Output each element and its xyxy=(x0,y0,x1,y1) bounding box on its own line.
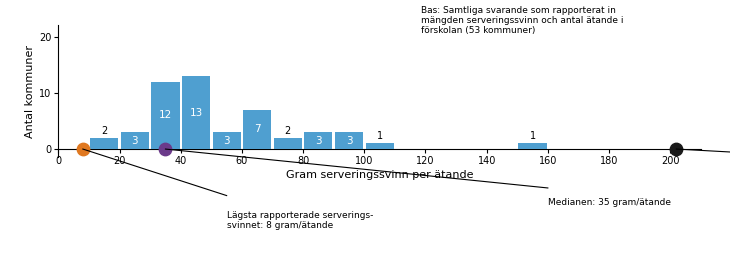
Text: 3: 3 xyxy=(223,136,230,146)
Bar xyxy=(182,76,210,149)
Text: 2: 2 xyxy=(285,125,291,136)
Bar xyxy=(120,132,149,149)
Point xyxy=(77,147,89,151)
Text: Lägsta rapporterade serverings-
svinnet: 8 gram/ätande: Lägsta rapporterade serverings- svinnet:… xyxy=(226,211,373,230)
Bar xyxy=(274,138,302,149)
Text: 1: 1 xyxy=(529,131,536,141)
X-axis label: Gram serveringssvinn per ätande: Gram serveringssvinn per ätande xyxy=(286,170,473,180)
Bar xyxy=(212,132,241,149)
Text: 13: 13 xyxy=(189,107,203,118)
Text: 12: 12 xyxy=(159,110,172,120)
Point xyxy=(670,147,682,151)
Text: 1: 1 xyxy=(377,131,383,141)
Text: 2: 2 xyxy=(101,125,107,136)
Bar xyxy=(518,144,547,149)
Bar xyxy=(304,132,332,149)
Bar xyxy=(91,138,118,149)
Text: 3: 3 xyxy=(315,136,322,146)
Text: Medianen: 35 gram/ätande: Medianen: 35 gram/ätande xyxy=(548,198,671,207)
Bar xyxy=(243,110,272,149)
Text: 3: 3 xyxy=(346,136,353,146)
Y-axis label: Antal kommuner: Antal kommuner xyxy=(25,45,35,138)
Text: 3: 3 xyxy=(131,136,138,146)
Text: 7: 7 xyxy=(254,124,261,134)
Text: Bas: Samtliga svarande som rapporterat in
mängden serveringssvinn och antal ätan: Bas: Samtliga svarande som rapporterat i… xyxy=(421,6,624,35)
Bar xyxy=(151,82,180,149)
Bar xyxy=(366,144,393,149)
Bar xyxy=(335,132,363,149)
Point xyxy=(160,147,172,151)
